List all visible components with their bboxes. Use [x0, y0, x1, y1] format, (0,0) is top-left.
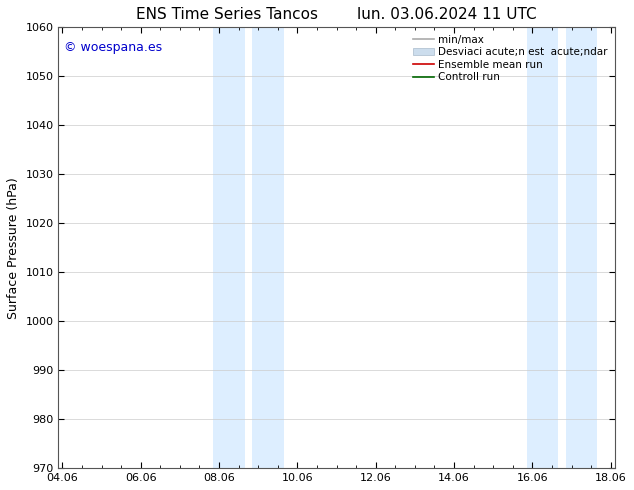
Bar: [566, 27, 597, 468]
Text: © woespana.es: © woespana.es: [64, 41, 162, 53]
Bar: [213, 27, 245, 468]
Y-axis label: Surface Pressure (hPa): Surface Pressure (hPa): [7, 177, 20, 318]
Title: ENS Time Series Tancos        lun. 03.06.2024 11 UTC: ENS Time Series Tancos lun. 03.06.2024 1…: [136, 7, 537, 22]
Bar: [252, 27, 283, 468]
Bar: [526, 27, 558, 468]
Legend: min/max, Desviaci acute;n est  acute;ndar, Ensemble mean run, Controll run: min/max, Desviaci acute;n est acute;ndar…: [409, 30, 612, 87]
